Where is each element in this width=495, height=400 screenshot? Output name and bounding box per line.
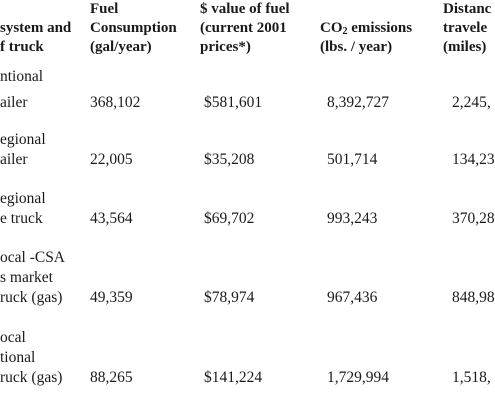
table-row-3-name: egional e truck: [0, 189, 46, 229]
table-row-1-co2: 8,392,727: [327, 94, 389, 111]
header-co2-emissions: CO2 emissions (lbs. / year): [320, 0, 412, 57]
row-name-line: ocal -CSA: [0, 249, 66, 266]
table-row-5-name: ocal tional ruck (gas): [0, 328, 62, 388]
header-distance-line-2: travele: [443, 20, 488, 36]
header-fuel-line-3: (gal/year): [90, 39, 152, 55]
table-row-3-co2: 993,243: [327, 210, 378, 227]
table-row-3-fuel: 43,564: [90, 210, 133, 227]
header-co2-prefix: CO: [320, 20, 343, 36]
row-name-line: ruck (gas): [0, 289, 63, 306]
table-row-4-value: $78,974: [204, 289, 255, 306]
row-name-line: ailer: [0, 94, 28, 111]
header-distance: Distanc travele (miles): [443, 0, 491, 57]
table-row-1-name: ntional ailer: [0, 67, 43, 113]
table-row-5-fuel: 88,265: [90, 369, 133, 386]
row-name-line: egional: [0, 131, 46, 148]
table-row-5-value: $141,224: [204, 369, 263, 386]
header-co2-line-2: (lbs. / year): [320, 39, 393, 55]
header-value-line-3: prices*): [200, 39, 251, 55]
header-co2-line-1: CO2 emissions: [320, 19, 412, 38]
header-fuel-line-2: Consumption: [90, 20, 177, 36]
table-row-5-co2: 1,729,994: [327, 369, 389, 386]
header-fuel-line-1: Fuel: [90, 1, 119, 17]
header-value-line-2: (current 2001: [200, 20, 287, 36]
table-row-3-distance: 370,28: [452, 210, 495, 227]
table-row-2-name: egional ailer: [0, 130, 46, 170]
row-name-line: ntional: [0, 68, 44, 85]
table-row-1-value: $581,601: [204, 94, 263, 111]
table-row-4-distance: 848,98: [452, 289, 495, 306]
table-row-3-value: $69,702: [204, 210, 255, 227]
table-row-5-distance: 1,518,: [452, 369, 491, 386]
row-name-line: s market: [0, 269, 53, 286]
header-distance-line-1: Distanc: [443, 1, 492, 17]
table-row-1-distance: 2,245,: [452, 94, 491, 111]
row-name-line: e truck: [0, 210, 43, 227]
table-row-4-co2: 967,436: [327, 289, 378, 306]
table-row-2-value: $35,208: [204, 151, 255, 168]
row-name-line: egional: [0, 190, 46, 207]
table-row-2-distance: 134,23: [452, 151, 495, 168]
table-row-2-fuel: 22,005: [90, 151, 133, 168]
header-co2-subscript: 2: [342, 26, 348, 37]
row-name-line: ailer: [0, 151, 28, 168]
header-system-line-2: f truck: [0, 39, 44, 55]
header-distance-line-3: (miles): [443, 39, 487, 55]
header-co2-suffix: emissions: [347, 20, 413, 36]
table-row-4-fuel: 49,359: [90, 289, 133, 306]
header-system-line-1: system and: [0, 20, 72, 36]
header-value-line-1: $ value of fuel: [200, 1, 290, 17]
row-name-line: ocal: [0, 329, 26, 346]
header-fuel-value: $ value of fuel (current 2001 prices*): [200, 0, 290, 57]
table-row-4-name: ocal -CSA s market ruck (gas): [0, 248, 65, 308]
table-row-2-co2: 501,714: [327, 151, 378, 168]
header-system: system and f truck: [0, 0, 71, 57]
header-fuel-consumption: Fuel Consumption (gal/year): [90, 0, 177, 57]
row-name-line: ruck (gas): [0, 369, 63, 386]
row-name-line: tional: [0, 349, 36, 366]
table-row-1-fuel: 368,102: [90, 94, 141, 111]
